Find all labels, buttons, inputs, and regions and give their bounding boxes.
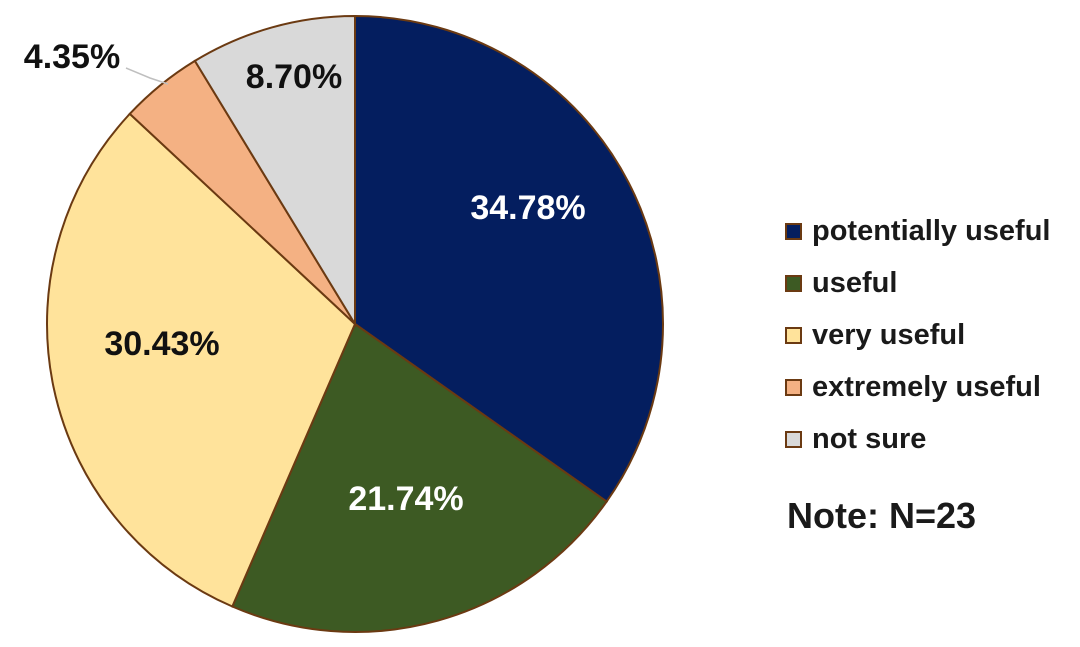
pie-slice-not-sure bbox=[193, 14, 356, 328]
data-label-very-useful: 30.43% bbox=[104, 325, 219, 363]
legend-label: useful bbox=[812, 266, 898, 299]
data-label-potentially-useful: 34.78% bbox=[470, 189, 585, 227]
data-label-not-sure: 8.70% bbox=[246, 58, 342, 96]
legend-item-not-sure: not sure bbox=[785, 413, 1050, 465]
legend-label: potentially useful bbox=[812, 214, 1051, 247]
legend-label: very useful bbox=[812, 318, 966, 351]
legend-swatch bbox=[785, 430, 802, 448]
legend-label: not sure bbox=[812, 422, 927, 455]
pie-slice-useful bbox=[231, 322, 609, 633]
legend-item-potentially-useful: potentially useful bbox=[785, 205, 1050, 257]
legend-swatch bbox=[785, 378, 802, 396]
pie-slice-potentially-useful bbox=[354, 14, 664, 503]
legend-swatch bbox=[785, 274, 802, 292]
pie-slice-very-useful bbox=[46, 112, 357, 608]
data-label-useful: 21.74% bbox=[348, 480, 463, 518]
legend-item-very-useful: very useful bbox=[785, 309, 1050, 361]
legend-label: extremely useful bbox=[812, 370, 1041, 403]
legend-item-useful: useful bbox=[785, 257, 1050, 309]
data-label-extremely-useful: 4.35% bbox=[24, 38, 120, 76]
sample-size-note: Note: N=23 bbox=[787, 495, 977, 536]
legend: potentially useful useful very useful ex… bbox=[785, 205, 1050, 465]
leader-line-extremely-useful bbox=[125, 67, 169, 85]
legend-swatch bbox=[785, 326, 802, 344]
legend-item-extremely-useful: extremely useful bbox=[785, 361, 1050, 413]
legend-swatch bbox=[785, 222, 802, 240]
